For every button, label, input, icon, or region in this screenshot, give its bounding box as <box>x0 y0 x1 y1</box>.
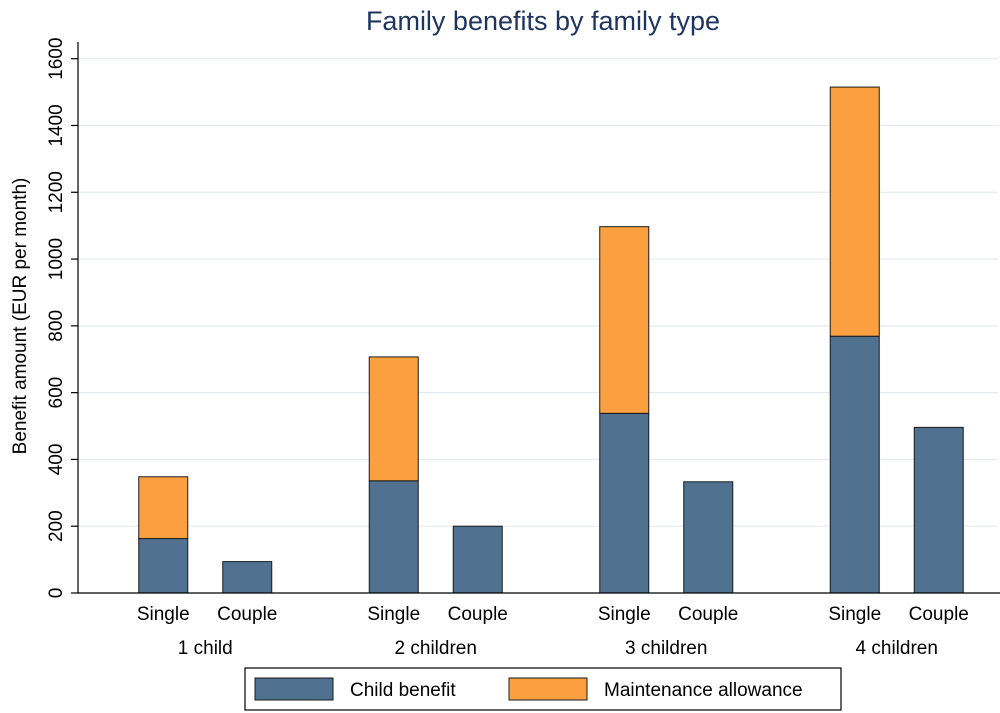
y-tick-label: 600 <box>46 377 67 409</box>
y-tick-label: 1000 <box>46 238 67 280</box>
gridlines <box>78 58 998 527</box>
bar-child-benefit <box>222 561 273 594</box>
y-tick-label: 800 <box>46 310 67 342</box>
bar-maintenance-allowance <box>599 226 650 414</box>
axes: 0 200 400 600 800 1000 1200 1400 1600 Single Coupl… <box>46 38 1000 659</box>
bars <box>138 86 964 594</box>
x-subcategory-label: Single <box>598 604 651 625</box>
bar-child-benefit <box>138 538 189 594</box>
x-subcategory-label: Couple <box>217 604 277 625</box>
x-subcategory-label: Couple <box>678 604 738 625</box>
y-tick-label: 400 <box>46 444 67 476</box>
y-axis-label: Benefit amount (EUR per month) <box>10 178 31 455</box>
chart-title: Family benefits by family type <box>366 6 720 36</box>
legend-entry-label: Maintenance allowance <box>604 680 803 701</box>
y-tick-label: 1600 <box>46 38 67 80</box>
y-tick-label: 0 <box>46 588 67 599</box>
bar-child-benefit <box>368 480 419 594</box>
x-subcategory-label: Single <box>137 604 190 625</box>
legend: Child benefit Maintenance allowance <box>244 667 842 711</box>
x-subcategory-label: Couple <box>448 604 508 625</box>
legend-entry-label: Child benefit <box>350 680 456 701</box>
legend-swatch <box>254 677 334 701</box>
bar-maintenance-allowance <box>829 86 880 337</box>
bar-child-benefit <box>452 525 503 594</box>
bar-child-benefit <box>599 412 650 594</box>
x-subcategory-label: Single <box>367 604 420 625</box>
x-subcategory-label: Couple <box>909 604 969 625</box>
y-tick-label: 1400 <box>46 104 67 146</box>
y-tick-label: 1200 <box>46 171 67 213</box>
y-tick-label: 200 <box>46 510 67 542</box>
x-group-label: 3 children <box>625 638 707 659</box>
bar-child-benefit <box>913 426 964 594</box>
bar-maintenance-allowance <box>368 356 419 482</box>
legend-swatch <box>508 677 588 701</box>
x-subcategory-label: Single <box>828 604 881 625</box>
bar-child-benefit <box>683 481 734 594</box>
bar-child-benefit <box>829 335 880 594</box>
x-group-label: 4 children <box>856 638 938 659</box>
x-group-label: 2 children <box>395 638 477 659</box>
bar-maintenance-allowance <box>138 476 189 540</box>
x-group-label: 1 child <box>178 638 233 659</box>
